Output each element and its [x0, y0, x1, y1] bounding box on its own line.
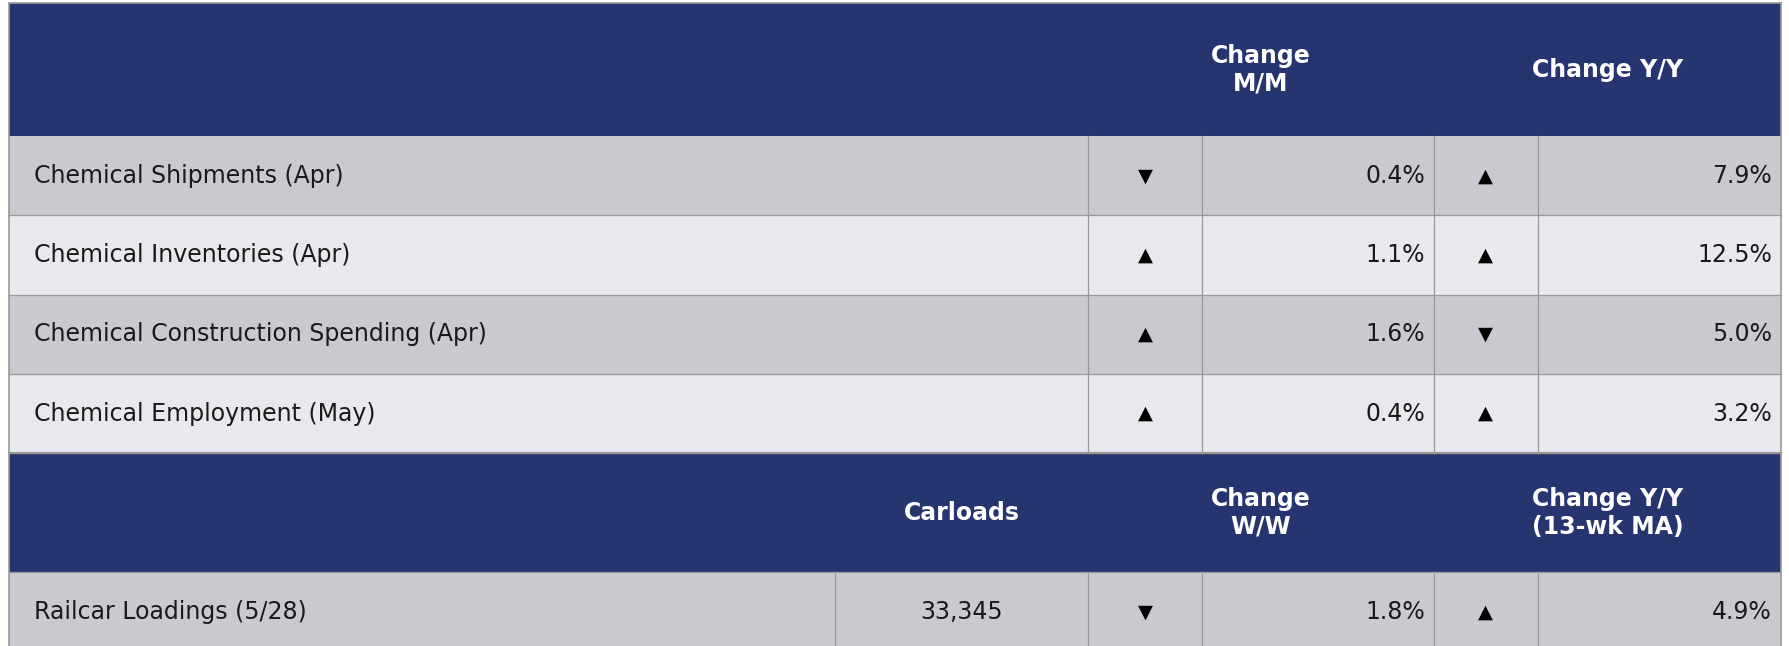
Text: 7.9%: 7.9% — [1712, 164, 1771, 188]
Text: 33,345: 33,345 — [920, 600, 1002, 624]
Text: ▲: ▲ — [1478, 603, 1492, 622]
Bar — [1088, 295, 1433, 374]
Bar — [9, 216, 1088, 295]
Text: ▲: ▲ — [1138, 404, 1152, 423]
Text: Change Y/Y: Change Y/Y — [1531, 57, 1682, 81]
Text: 0.4%: 0.4% — [1365, 402, 1424, 426]
Text: ▲: ▲ — [1478, 404, 1492, 423]
Bar — [9, 374, 1088, 453]
Bar — [1433, 374, 1780, 453]
Bar — [1433, 136, 1780, 216]
Text: Chemical Construction Spending (Apr): Chemical Construction Spending (Apr) — [34, 322, 487, 346]
Text: ▲: ▲ — [1478, 166, 1492, 185]
Text: Chemical Shipments (Apr): Chemical Shipments (Apr) — [34, 164, 343, 188]
Text: ▲: ▲ — [1478, 245, 1492, 265]
Bar — [1433, 216, 1780, 295]
Text: Change
M/M: Change M/M — [1211, 44, 1310, 96]
Text: 1.1%: 1.1% — [1365, 243, 1424, 267]
Text: ▼: ▼ — [1478, 325, 1492, 344]
Text: 4.9%: 4.9% — [1712, 600, 1771, 624]
Text: 0.4%: 0.4% — [1365, 164, 1424, 188]
Text: 1.8%: 1.8% — [1365, 600, 1424, 624]
Text: 3.2%: 3.2% — [1712, 402, 1771, 426]
Bar — [1088, 136, 1433, 216]
Bar — [1088, 216, 1433, 295]
Bar — [1088, 374, 1433, 453]
Text: Carloads: Carloads — [903, 501, 1020, 525]
Bar — [9, 136, 1088, 216]
Text: ▲: ▲ — [1138, 245, 1152, 265]
Text: Change Y/Y
(13-wk MA): Change Y/Y (13-wk MA) — [1531, 486, 1682, 539]
Bar — [9, 295, 1088, 374]
Bar — [1433, 295, 1780, 374]
Text: Railcar Loadings (5/28): Railcar Loadings (5/28) — [34, 600, 306, 624]
Text: 1.6%: 1.6% — [1365, 322, 1424, 346]
Text: Chemical Employment (May): Chemical Employment (May) — [34, 402, 376, 426]
Text: 5.0%: 5.0% — [1710, 322, 1771, 346]
Text: Chemical Inventories (Apr): Chemical Inventories (Apr) — [34, 243, 351, 267]
Text: ▼: ▼ — [1138, 166, 1152, 185]
Text: ▼: ▼ — [1138, 603, 1152, 622]
Bar — [9, 453, 1780, 572]
Bar — [9, 572, 1780, 646]
Text: ▲: ▲ — [1138, 325, 1152, 344]
Text: 12.5%: 12.5% — [1696, 243, 1771, 267]
Text: Change
W/W: Change W/W — [1211, 486, 1310, 539]
Bar — [9, 3, 1780, 136]
